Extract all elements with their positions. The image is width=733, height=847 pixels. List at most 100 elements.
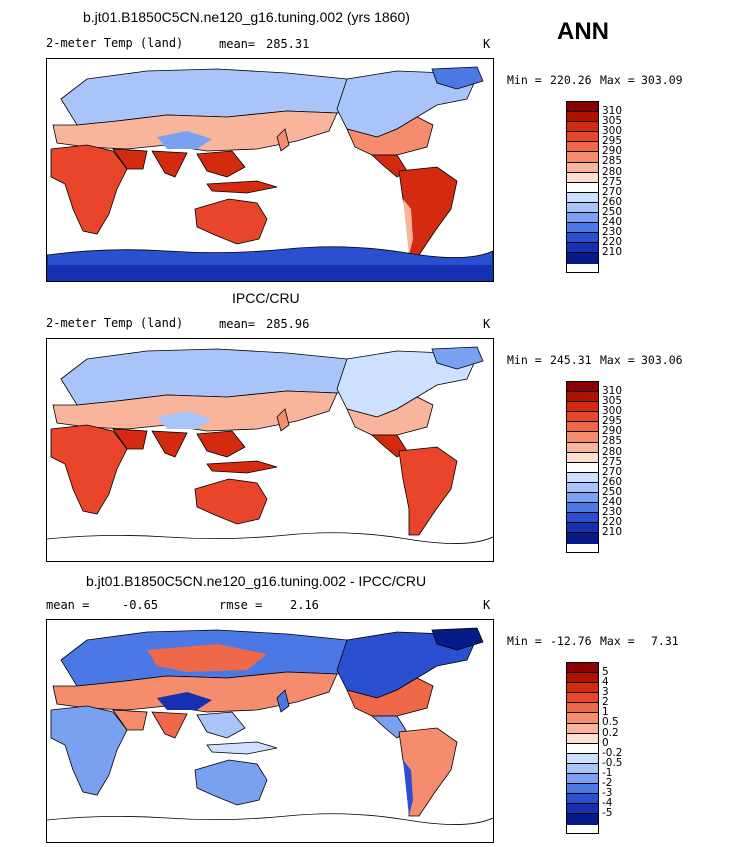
panel2-africa — [50, 424, 128, 515]
colorbar-tick-label: 260 — [602, 475, 623, 488]
colorbar-tick-label: 240 — [602, 496, 623, 509]
colorbar-tick-label: 250 — [602, 205, 623, 218]
panel1-australia — [194, 198, 268, 245]
panel3-usa — [346, 677, 434, 717]
colorbar-tick-label: 305 — [602, 115, 623, 128]
panel2-usa — [346, 396, 434, 436]
panel1-tibet — [157, 131, 212, 149]
colorbar-tick-label: 300 — [602, 125, 623, 138]
panel1-mean-value: 285.31 — [266, 37, 310, 51]
panel3-rmse-label: rmse = — [219, 598, 263, 612]
colorbar-swatch — [567, 172, 598, 183]
panel2-mean-value: 285.96 — [266, 317, 310, 331]
panel3-australia — [194, 759, 268, 806]
panel2-variable-label: 2-meter Temp (land) — [46, 316, 184, 330]
colorbar-swatch — [567, 142, 598, 153]
panel1-units: K — [483, 37, 491, 51]
panel2-colorbar-labels: 310 305 300 295 290 285 280 275 270 260 250 240 230 2… — [602, 385, 623, 539]
colorbar-swatch — [567, 152, 598, 163]
panel2-se-asia — [196, 430, 246, 458]
panel2-arabia — [112, 428, 148, 450]
panel3-title: b.jt01.B1850C5CN.ne120_g16.tuning.002 - … — [86, 573, 427, 589]
colorbar-tick-label: 230 — [602, 506, 623, 519]
colorbar-tick-label: 310 — [602, 105, 623, 117]
colorbar-tick-label: 295 — [602, 135, 623, 148]
panel3-greenland — [431, 627, 484, 651]
panel3-max-value: 7.31 — [651, 634, 679, 648]
colorbar-swatch — [567, 472, 598, 483]
colorbar-tick-label: 3 — [602, 686, 609, 699]
colorbar-swatch — [567, 392, 598, 403]
colorbar-swatch — [567, 192, 598, 203]
colorbar-swatch — [567, 493, 598, 504]
colorbar-swatch — [567, 243, 598, 254]
colorbar-swatch — [567, 182, 598, 193]
colorbar-tick-label: -4 — [602, 797, 613, 810]
panel1-max-label: Max = — [600, 73, 635, 87]
colorbar-tick-label: 4 — [602, 676, 609, 689]
panel2-antarctica-outline — [47, 532, 493, 544]
panel1-japan — [276, 128, 290, 152]
panel3-min-value: -12.76 — [550, 634, 592, 648]
colorbar-tick-label: 260 — [602, 195, 623, 208]
panel2-map — [46, 338, 494, 562]
colorbar-tick-label: 230 — [602, 226, 623, 239]
panel1-se-asia — [196, 150, 246, 178]
colorbar-swatch — [567, 763, 598, 775]
colorbar-tick-label: -3 — [602, 787, 613, 800]
panel2-south-america — [398, 446, 458, 536]
panel1-eurasia-mid — [52, 110, 338, 152]
panel1-variable-label: 2-meter Temp (land) — [46, 36, 184, 50]
panel1-africa — [50, 144, 128, 235]
colorbar-tick-label: 1 — [602, 706, 609, 719]
panel2-min-label: Min = — [507, 353, 542, 367]
panel3-india — [151, 711, 188, 739]
colorbar-tick-label: 295 — [602, 415, 623, 428]
colorbar-swatch — [567, 122, 598, 133]
colorbar-tick-label: 275 — [602, 455, 623, 468]
panel2-australia — [194, 478, 268, 525]
colorbar-swatch — [567, 753, 598, 764]
panel3-map — [46, 619, 494, 843]
panel2-units: K — [483, 317, 491, 331]
panel3-arabia — [112, 709, 148, 731]
colorbar-tick-label: 285 — [602, 435, 623, 448]
colorbar-tick-label: 2 — [602, 696, 609, 709]
colorbar-swatch — [567, 202, 598, 214]
colorbar-swatch — [567, 432, 598, 443]
colorbar-tick-label: 210 — [602, 526, 623, 539]
colorbar-swatch — [567, 713, 598, 724]
colorbar-swatch — [567, 213, 598, 224]
colorbar-swatch — [567, 233, 598, 244]
panel3-min-label: Min = — [507, 634, 542, 648]
panel1-andes — [403, 199, 413, 255]
panel1-max-value: 303.09 — [641, 73, 683, 87]
panel2-japan — [276, 408, 290, 432]
panel3-indonesia — [206, 741, 278, 755]
panel1-greenland — [431, 66, 484, 90]
colorbar-swatch — [567, 784, 598, 795]
colorbar-swatch — [567, 223, 598, 234]
panel3-colorbar-labels: 5 4 3 2 1 0.5 0.2 0 -0.2 -0.5 -1 -2 -3 -4 -5 — [602, 667, 623, 820]
colorbar-swatch — [567, 253, 598, 264]
panel3-andes — [403, 760, 413, 816]
colorbar-tick-label: 220 — [602, 516, 623, 529]
colorbar-tick-label: 280 — [602, 445, 623, 458]
panel3-mean-label: mean = — [46, 598, 90, 612]
panel3-africa — [50, 705, 128, 796]
colorbar-tick-label: 290 — [602, 425, 623, 438]
colorbar-tick-label: -2 — [602, 777, 613, 790]
colorbar-tick-label: 240 — [602, 216, 623, 229]
colorbar-swatch — [567, 513, 598, 524]
colorbar-tick-label: -5 — [602, 807, 613, 820]
colorbar-tick-label: 0 — [602, 736, 609, 749]
colorbar-tick-label: 310 — [602, 385, 623, 397]
colorbar-swatch — [567, 733, 598, 744]
colorbar-swatch — [567, 774, 598, 785]
panel2-max-label: Max = — [600, 353, 635, 367]
colorbar-swatch — [567, 723, 598, 734]
colorbar-swatch — [567, 402, 598, 413]
panel1-min-value: 220.26 — [550, 73, 592, 87]
colorbar-tick-label: 250 — [602, 485, 623, 498]
panel1-title: b.jt01.B1850C5CN.ne120_g16.tuning.002 (y… — [83, 9, 410, 25]
